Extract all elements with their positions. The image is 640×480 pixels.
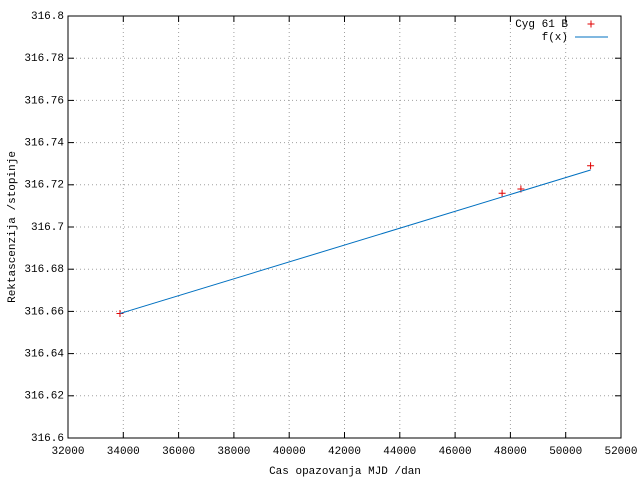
- y-tick-label: 316.62: [24, 391, 64, 403]
- legend-label: f(x): [542, 32, 568, 44]
- data-point: [587, 162, 595, 170]
- fit-line: [119, 169, 591, 314]
- x-tick-label: 42000: [328, 446, 361, 458]
- x-tick-label: 32000: [51, 446, 84, 458]
- y-axis-label: Rektascenzija /stopinje: [7, 151, 19, 303]
- x-tick-label: 38000: [217, 446, 250, 458]
- data-point: [498, 189, 506, 197]
- x-tick-label: 52000: [604, 446, 637, 458]
- x-tick-label: 40000: [273, 446, 306, 458]
- legend-label: Cyg 61 B: [515, 19, 568, 31]
- y-tick-label: 316.8: [31, 11, 64, 23]
- y-tick-label: 316.78: [24, 53, 64, 65]
- x-tick-label: 36000: [162, 446, 195, 458]
- x-tick-label: 50000: [549, 446, 582, 458]
- y-tick-label: 316.76: [24, 95, 64, 107]
- y-tick-label: 316.74: [24, 138, 64, 150]
- x-tick-label: 34000: [107, 446, 140, 458]
- x-axis-label: Cas opazovanja MJD /dan: [269, 466, 421, 478]
- y-tick-label: 316.7: [31, 222, 64, 234]
- y-tick-label: 316.6: [31, 433, 64, 445]
- y-tick-label: 316.66: [24, 306, 64, 318]
- y-tick-label: 316.68: [24, 264, 64, 276]
- y-tick-label: 316.72: [24, 180, 64, 192]
- y-tick-label: 316.64: [24, 349, 64, 361]
- legend-swatch: [587, 20, 595, 28]
- x-tick-label: 44000: [383, 446, 416, 458]
- x-tick-label: 46000: [439, 446, 472, 458]
- x-tick-label: 48000: [494, 446, 527, 458]
